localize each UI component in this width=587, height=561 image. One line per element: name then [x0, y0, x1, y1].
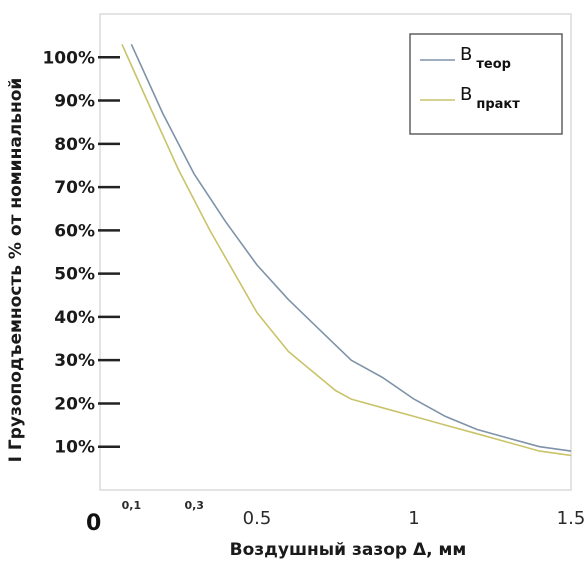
- origin-label: 0: [86, 511, 101, 536]
- y-axis-title: I Грузоподъемность % от номинальной: [6, 78, 26, 463]
- x-axis-ticks: 0,1 0,3 0.5 1 1.5: [122, 499, 586, 529]
- y-tick-label: 80%: [54, 135, 95, 155]
- y-tick-label: 30%: [54, 351, 95, 371]
- y-tick-label: 90%: [54, 92, 95, 112]
- y-tick-label: 10%: [54, 438, 95, 458]
- legend-label-subscript: теор: [476, 57, 511, 72]
- y-tick-label: 50%: [54, 265, 95, 285]
- legend-label-main: B: [460, 84, 472, 105]
- x-tick-label: 0,3: [184, 499, 204, 512]
- legend-label-main: B: [460, 44, 472, 65]
- y-tick-label: 20%: [54, 394, 95, 414]
- x-axis-title: Воздушный зазор Δ, мм: [230, 540, 467, 560]
- y-tick-label: 40%: [54, 308, 95, 328]
- y-tick-label: 100%: [42, 48, 95, 68]
- x-tick-label: 1.5: [557, 508, 586, 529]
- legend-label-subscript: практ: [476, 97, 520, 112]
- y-tick-label: 60%: [54, 221, 95, 241]
- y-axis-ticks: 10% 20% 30% 40% 50% 60% 70% 80% 90% 100%: [42, 48, 120, 457]
- x-tick-label: 0.5: [243, 508, 272, 529]
- y-tick-label: 70%: [54, 178, 95, 198]
- x-tick-label: 1: [408, 508, 419, 529]
- legend-box: [410, 34, 562, 134]
- x-tick-label: 0,1: [122, 499, 142, 512]
